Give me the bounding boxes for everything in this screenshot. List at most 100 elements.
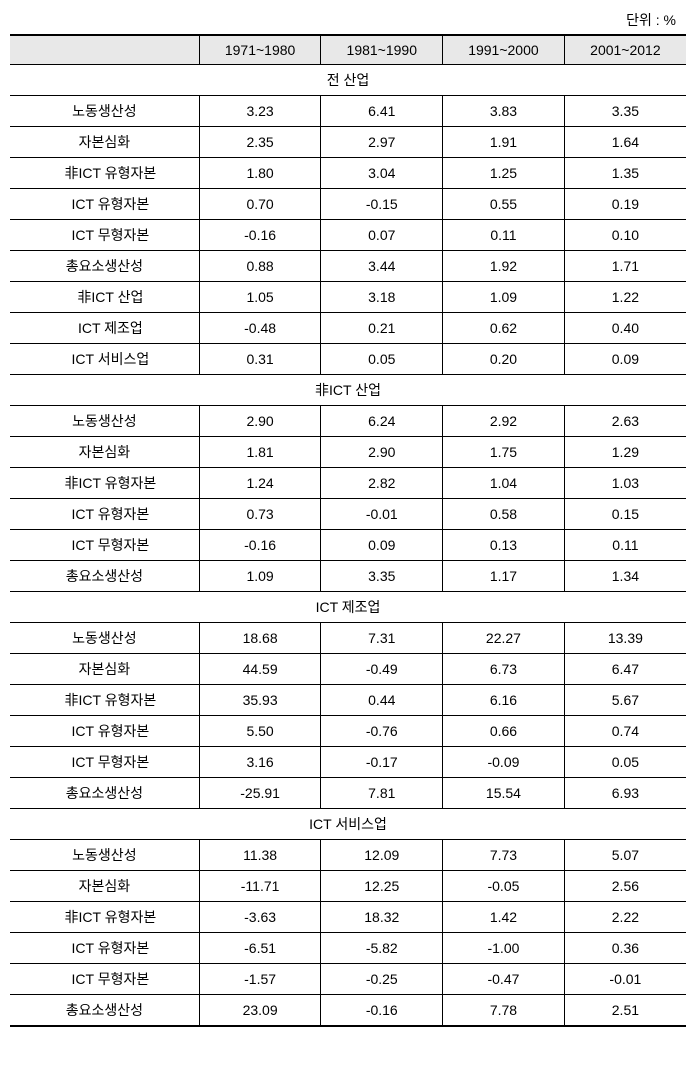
section-header-row: ICT 제조업 xyxy=(10,592,686,623)
table-header-row: 1971~19801981~19901991~20002001~2012 xyxy=(10,35,686,65)
table-cell: -0.16 xyxy=(199,530,321,561)
table-cell: 18.68 xyxy=(199,623,321,654)
table-cell: 12.09 xyxy=(321,840,443,871)
section-title: 非ICT 산업 xyxy=(10,375,686,406)
table-row: 非ICT 유형자본1.803.041.251.35 xyxy=(10,158,686,189)
section-header-row: 전 산업 xyxy=(10,65,686,96)
table-cell: -25.91 xyxy=(199,778,321,809)
table-cell: 0.74 xyxy=(564,716,686,747)
table-cell: 5.67 xyxy=(564,685,686,716)
table-cell: 6.24 xyxy=(321,406,443,437)
table-cell: -0.01 xyxy=(564,964,686,995)
section-header-row: ICT 서비스업 xyxy=(10,809,686,840)
table-cell: 2.63 xyxy=(564,406,686,437)
table-cell: -0.48 xyxy=(199,313,321,344)
table-cell: 22.27 xyxy=(443,623,565,654)
table-cell: 7.78 xyxy=(443,995,565,1027)
table-row: 자본심화2.352.971.911.64 xyxy=(10,127,686,158)
table-cell: 2.90 xyxy=(321,437,443,468)
table-cell: 3.83 xyxy=(443,96,565,127)
table-row: 非ICT 산업1.053.181.091.22 xyxy=(10,282,686,313)
table-cell: 2.90 xyxy=(199,406,321,437)
table-cell: 15.54 xyxy=(443,778,565,809)
table-cell: 0.40 xyxy=(564,313,686,344)
table-cell: 0.70 xyxy=(199,189,321,220)
table-cell: 1.22 xyxy=(564,282,686,313)
row-label: 非ICT 유형자본 xyxy=(10,158,199,189)
table-cell: 2.82 xyxy=(321,468,443,499)
table-cell: -0.17 xyxy=(321,747,443,778)
section-header-row: 非ICT 산업 xyxy=(10,375,686,406)
table-cell: 2.35 xyxy=(199,127,321,158)
table-cell: 3.35 xyxy=(564,96,686,127)
column-header: 1991~2000 xyxy=(443,35,565,65)
table-cell: 0.21 xyxy=(321,313,443,344)
row-label: 총요소생산성 xyxy=(10,995,199,1027)
table-row: ICT 제조업-0.480.210.620.40 xyxy=(10,313,686,344)
row-label: ICT 서비스업 xyxy=(10,344,199,375)
table-cell: 1.34 xyxy=(564,561,686,592)
row-label: ICT 무형자본 xyxy=(10,747,199,778)
table-cell: 2.92 xyxy=(443,406,565,437)
table-cell: 7.81 xyxy=(321,778,443,809)
row-label: ICT 제조업 xyxy=(10,313,199,344)
table-cell: 1.24 xyxy=(199,468,321,499)
table-cell: 1.75 xyxy=(443,437,565,468)
table-cell: 3.35 xyxy=(321,561,443,592)
table-row: 노동생산성18.687.3122.2713.39 xyxy=(10,623,686,654)
table-cell: 1.71 xyxy=(564,251,686,282)
row-label: ICT 무형자본 xyxy=(10,964,199,995)
table-cell: 0.62 xyxy=(443,313,565,344)
table-cell: 0.20 xyxy=(443,344,565,375)
table-cell: 1.81 xyxy=(199,437,321,468)
column-header: 1971~1980 xyxy=(199,35,321,65)
table-cell: 7.73 xyxy=(443,840,565,871)
table-cell: 3.04 xyxy=(321,158,443,189)
row-label: 非ICT 유형자본 xyxy=(10,685,199,716)
table-cell: 6.93 xyxy=(564,778,686,809)
table-cell: 35.93 xyxy=(199,685,321,716)
table-row: 노동생산성3.236.413.833.35 xyxy=(10,96,686,127)
table-cell: 2.97 xyxy=(321,127,443,158)
unit-label: 단위 : % xyxy=(10,10,686,30)
table-cell: 2.22 xyxy=(564,902,686,933)
row-label: 노동생산성 xyxy=(10,96,199,127)
table-cell: -0.25 xyxy=(321,964,443,995)
table-cell: 1.64 xyxy=(564,127,686,158)
table-row: 자본심화1.812.901.751.29 xyxy=(10,437,686,468)
table-cell: 1.25 xyxy=(443,158,565,189)
row-label: 자본심화 xyxy=(10,871,199,902)
column-header xyxy=(10,35,199,65)
table-cell: 1.05 xyxy=(199,282,321,313)
table-cell: 2.51 xyxy=(564,995,686,1027)
row-label: ICT 유형자본 xyxy=(10,933,199,964)
table-row: ICT 유형자본5.50-0.760.660.74 xyxy=(10,716,686,747)
table-cell: 6.73 xyxy=(443,654,565,685)
table-row: 자본심화44.59-0.496.736.47 xyxy=(10,654,686,685)
table-row: ICT 무형자본3.16-0.17-0.090.05 xyxy=(10,747,686,778)
row-label: 자본심화 xyxy=(10,437,199,468)
row-label: ICT 무형자본 xyxy=(10,530,199,561)
table-row: 非ICT 유형자본1.242.821.041.03 xyxy=(10,468,686,499)
section-title: ICT 제조업 xyxy=(10,592,686,623)
table-cell: -11.71 xyxy=(199,871,321,902)
table-cell: 0.36 xyxy=(564,933,686,964)
table-cell: 1.17 xyxy=(443,561,565,592)
section-title: 전 산업 xyxy=(10,65,686,96)
table-cell: -6.51 xyxy=(199,933,321,964)
table-cell: 3.18 xyxy=(321,282,443,313)
table-cell: 3.44 xyxy=(321,251,443,282)
table-cell: 1.92 xyxy=(443,251,565,282)
table-cell: 6.41 xyxy=(321,96,443,127)
row-label: 자본심화 xyxy=(10,127,199,158)
table-cell: -0.15 xyxy=(321,189,443,220)
table-cell: 12.25 xyxy=(321,871,443,902)
table-cell: 1.09 xyxy=(443,282,565,313)
table-cell: 11.38 xyxy=(199,840,321,871)
table-cell: 7.31 xyxy=(321,623,443,654)
table-row: 非ICT 유형자본35.930.446.165.67 xyxy=(10,685,686,716)
table-cell: 3.23 xyxy=(199,96,321,127)
row-label: 총요소생산성 xyxy=(10,251,199,282)
table-row: 총요소생산성-25.917.8115.546.93 xyxy=(10,778,686,809)
table-cell: 0.05 xyxy=(321,344,443,375)
